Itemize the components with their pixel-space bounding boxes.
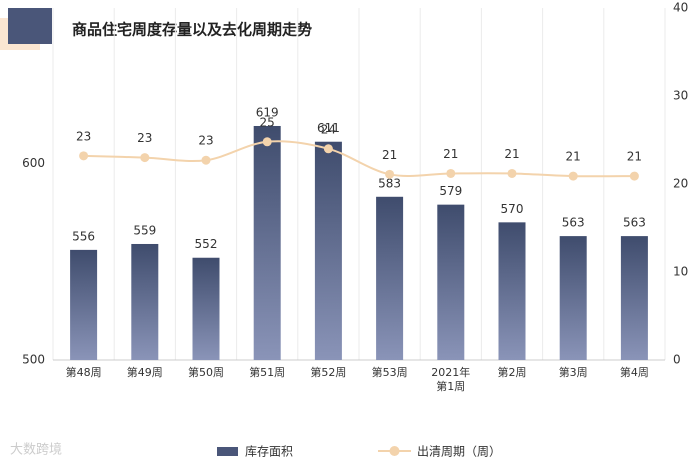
line-marker [79,151,89,161]
x-tick-label: 第51周 [249,366,286,379]
y-tick-label: 500 [22,353,45,367]
x-tick-label: 第49周 [126,366,163,379]
line-label: 24 [321,122,336,136]
bar [131,243,159,360]
line-marker [323,144,333,154]
line [83,140,635,178]
bar-label: 570 [501,202,524,216]
y-tick-label: 600 [22,156,45,170]
line-label: 21 [504,147,519,161]
bar [70,249,98,360]
bar [314,141,342,360]
x-tick-label: 第2周 [497,366,527,379]
bar-label: 563 [623,216,646,230]
line-marker [446,168,456,178]
bar [559,236,587,360]
legend-swatch [389,446,400,456]
line-marker [568,171,578,181]
line-label: 21 [566,150,581,164]
bar-label: 552 [195,237,218,251]
bar [437,204,465,360]
y2-tick-label: 0 [673,353,681,367]
bar-label: 619 [256,105,279,119]
bar [253,125,281,360]
bar-label: 579 [439,184,462,198]
bar [498,222,526,360]
x-tick-label: 第3周 [558,366,588,379]
x-tick-label: 第48周 [65,366,102,379]
x-tick-label: 2021年 第1周 [431,366,471,393]
title-icon [8,8,52,44]
watermark: 大数跨境 [10,443,62,458]
legend-swatch [217,447,238,456]
bar-label: 583 [378,176,401,190]
line-marker [385,169,395,179]
line-marker [507,168,517,178]
line-label: 23 [198,134,213,148]
line-label: 23 [137,131,152,145]
bar [192,257,220,360]
line-marker [262,137,272,147]
bar-label: 559 [133,223,156,237]
line-marker [201,155,211,165]
bar-label: 556 [72,229,95,243]
line-label: 21 [382,148,397,162]
bar [620,236,648,360]
bar [376,196,404,360]
line-label: 21 [443,147,458,161]
legend-label: 出清周期（周） [417,445,501,459]
line-label: 23 [76,129,91,143]
bar-label: 611 [317,121,340,135]
x-tick-label: 第4周 [619,366,649,379]
y2-tick-label: 10 [673,265,688,279]
y2-tick-label: 30 [673,89,688,103]
line-marker [629,171,639,181]
legend-label: 库存面积 [245,444,293,459]
bar-label: 563 [562,216,585,230]
line-label: 21 [627,150,642,164]
x-tick-label: 第50周 [188,366,224,379]
y2-tick-label: 20 [673,177,688,191]
line-label: 25 [260,115,275,129]
x-tick-label: 第53周 [371,366,408,379]
line-marker [140,153,150,163]
chart-title: 商品住宅周度存量以及去化周期走势 [72,21,312,39]
x-tick-label: 第52周 [310,366,347,379]
y2-tick-label: 40 [673,1,688,15]
